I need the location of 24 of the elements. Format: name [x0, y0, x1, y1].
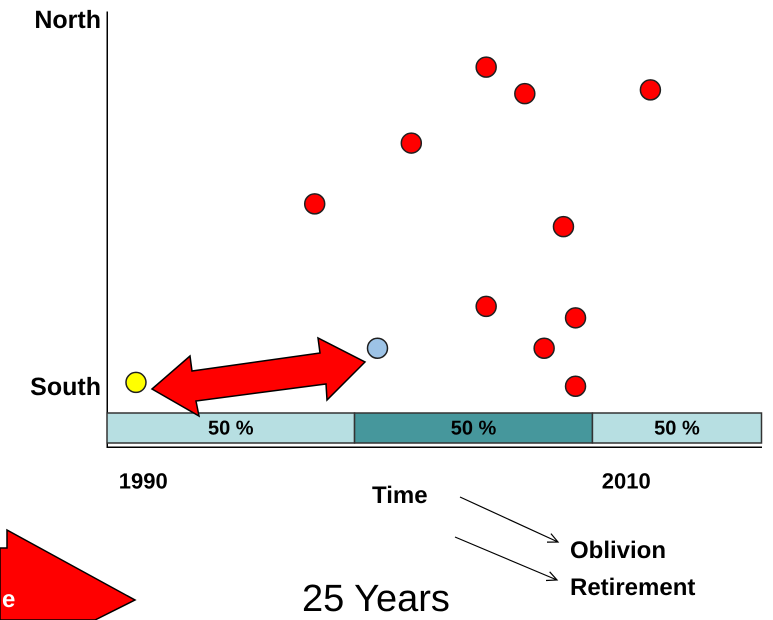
band-label: 50 %	[654, 418, 700, 440]
point	[366, 337, 388, 359]
text: South	[30, 373, 101, 401]
point	[640, 79, 662, 101]
point	[475, 56, 497, 78]
x-tick-label: 1990	[118, 468, 168, 494]
point	[564, 307, 586, 329]
text: 25 Years	[302, 578, 450, 620]
text: Oblivion	[570, 537, 666, 564]
point	[400, 132, 422, 154]
point	[564, 375, 586, 397]
text: Time	[372, 482, 428, 509]
band-label: 50 %	[450, 418, 496, 440]
point	[304, 193, 326, 215]
point	[125, 372, 147, 394]
point	[552, 216, 574, 238]
point	[475, 296, 497, 318]
point	[514, 82, 536, 104]
band-label: 50 %	[208, 418, 254, 440]
text: e	[2, 586, 16, 613]
point	[533, 337, 555, 359]
x-tick-label: 2010	[602, 468, 651, 494]
text: Retirement	[570, 574, 696, 601]
text: North	[34, 6, 101, 34]
